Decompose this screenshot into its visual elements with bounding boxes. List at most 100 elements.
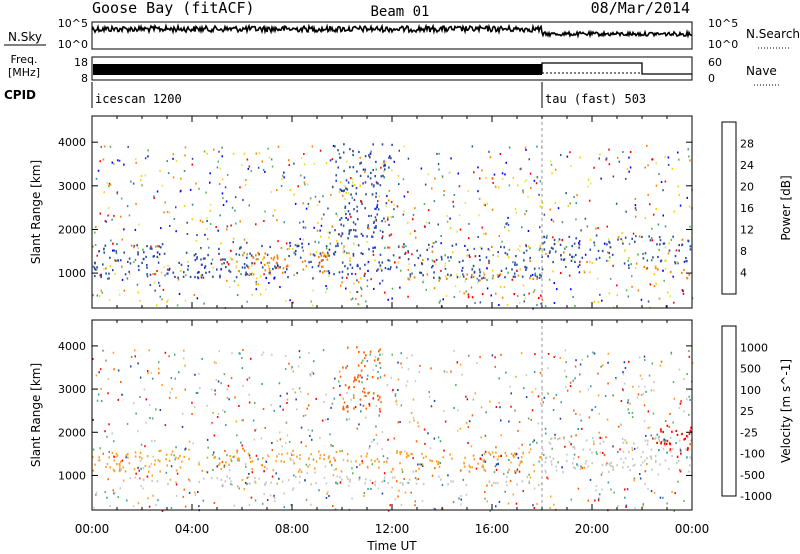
heatmap-cell <box>263 470 265 473</box>
heatmap-cell <box>288 247 291 250</box>
speck <box>209 181 211 184</box>
speck <box>262 408 265 410</box>
speck <box>332 445 334 447</box>
speck <box>315 397 317 400</box>
heatmap-cell <box>304 479 306 482</box>
heatmap-cell <box>575 253 577 257</box>
speck <box>274 499 276 502</box>
speck <box>536 441 538 444</box>
speck <box>214 393 217 396</box>
speck <box>286 392 288 395</box>
heatmap-cell <box>446 277 448 280</box>
heatmap-cell <box>471 273 473 277</box>
speck <box>644 166 646 169</box>
heatmap-cell <box>485 256 488 259</box>
speck <box>325 247 328 250</box>
speck <box>106 496 108 499</box>
speck <box>328 248 331 251</box>
speck <box>579 363 582 366</box>
speck <box>243 488 245 491</box>
speck <box>512 177 514 179</box>
speck <box>183 170 186 172</box>
heatmap-cell <box>357 218 359 221</box>
nave-series <box>541 62 692 75</box>
speck <box>610 488 612 491</box>
speck <box>403 210 405 213</box>
speck <box>367 487 369 490</box>
speck <box>343 245 345 248</box>
speck <box>391 287 394 290</box>
heatmap-cell <box>572 466 575 469</box>
speck <box>417 478 420 480</box>
speck <box>419 463 421 466</box>
speck <box>97 459 99 462</box>
speck <box>605 157 608 160</box>
heatmap-cell <box>523 293 525 296</box>
speck <box>367 374 369 377</box>
heatmap-cell <box>120 460 122 463</box>
speck <box>188 491 191 494</box>
speck <box>465 290 467 293</box>
heatmap-cell <box>573 255 575 258</box>
speck <box>144 157 147 160</box>
heatmap-cell <box>371 193 374 196</box>
heatmap-cell <box>624 439 626 442</box>
speck <box>92 358 94 360</box>
speck <box>587 388 590 391</box>
heatmap-cell <box>428 243 430 246</box>
speck <box>659 364 662 367</box>
speck <box>673 397 675 400</box>
heatmap-cell <box>441 258 443 261</box>
heatmap-cell <box>364 168 367 171</box>
heatmap-cell <box>452 480 454 483</box>
heatmap-cell <box>483 468 485 471</box>
speck <box>209 209 211 212</box>
heatmap-cell <box>672 235 674 238</box>
heatmap-cell <box>466 273 468 276</box>
speck <box>244 183 247 186</box>
speck <box>152 417 154 420</box>
speck <box>269 494 272 497</box>
speck <box>115 252 118 255</box>
speck <box>430 405 433 408</box>
speck <box>613 491 615 494</box>
heatmap-cell <box>675 429 677 432</box>
speck <box>506 484 508 487</box>
heatmap-cell <box>170 453 173 456</box>
speck <box>274 209 276 212</box>
heatmap-cell <box>94 262 96 265</box>
speck <box>99 447 101 450</box>
speck <box>650 434 652 437</box>
speck <box>221 178 224 181</box>
heatmap-cell <box>352 254 355 257</box>
speck <box>212 453 214 456</box>
speck <box>489 453 492 456</box>
heatmap-cell <box>363 351 365 354</box>
speck <box>130 356 133 358</box>
speck <box>168 396 171 399</box>
heatmap-cell <box>519 461 522 464</box>
heatmap-cell <box>108 277 110 280</box>
heatmap-cell <box>321 265 324 268</box>
speck <box>331 402 334 405</box>
heatmap-cell <box>550 246 553 249</box>
heatmap-cell <box>295 475 297 479</box>
heatmap-cell <box>356 235 358 238</box>
heatmap-cell <box>689 429 692 432</box>
speck <box>662 214 664 217</box>
speck <box>294 391 296 394</box>
speck <box>403 195 406 198</box>
heatmap-cell <box>331 225 334 228</box>
speck <box>465 395 467 398</box>
speck <box>120 381 122 383</box>
speck <box>414 477 417 479</box>
speck <box>386 384 389 387</box>
speck <box>318 241 320 244</box>
heatmap-cell <box>624 249 626 252</box>
speck <box>392 215 394 218</box>
speck <box>422 281 424 284</box>
speck <box>186 233 189 235</box>
speck <box>670 351 673 354</box>
heatmap-cell <box>437 461 440 464</box>
